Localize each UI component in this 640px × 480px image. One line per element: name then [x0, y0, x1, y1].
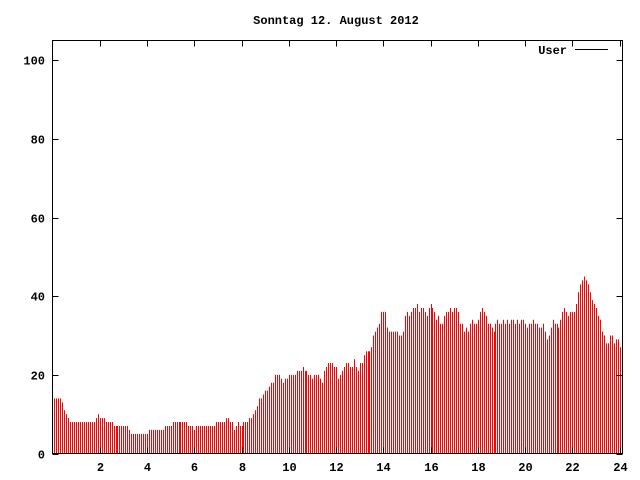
y-tick-label: 60 [31, 213, 45, 227]
y-tick-label: 100 [23, 55, 45, 69]
x-tick-label: 10 [282, 461, 296, 475]
x-tick-label: 6 [191, 461, 198, 475]
y-tick-label: 20 [31, 370, 45, 384]
x-tick-label: 24 [613, 461, 627, 475]
legend-label: User [538, 44, 567, 58]
x-tick-label: 18 [471, 461, 485, 475]
y-tick-label: 40 [31, 291, 45, 305]
y-tick-label: 80 [31, 134, 45, 148]
legend: User [538, 44, 608, 58]
y-tick-label: 0 [38, 449, 45, 463]
plot-border [52, 40, 623, 454]
x-tick-label: 14 [376, 461, 390, 475]
bars [54, 276, 621, 454]
x-tick-label: 12 [329, 461, 343, 475]
x-tick-label: 16 [424, 461, 438, 475]
x-tick-label: 20 [518, 461, 532, 475]
x-tick-label: 2 [97, 461, 104, 475]
x-tick-label: 22 [565, 461, 579, 475]
x-tick-label: 4 [144, 461, 151, 475]
chart-title: Sonntag 12. August 2012 [253, 14, 419, 28]
x-tick-label: 8 [239, 461, 246, 475]
